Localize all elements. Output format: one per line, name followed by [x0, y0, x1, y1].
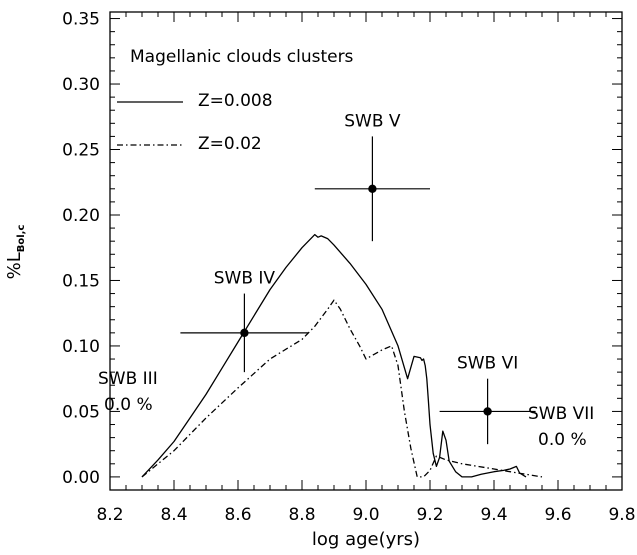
annotation-swb-vii-name: SWB VII — [528, 404, 594, 424]
series-line-z-0-008 — [141, 233, 527, 478]
y-axis-title: %LBol,c — [4, 225, 27, 280]
legend: Magellanic clouds clusters Z=0.008 Z=0.0… — [117, 47, 354, 154]
x-tick-label: 8.2 — [96, 505, 123, 525]
point-label: SWB IV — [214, 269, 276, 289]
x-axis-title: log age(yrs) — [312, 529, 420, 550]
annotation-swb-vii-value: 0.0 % — [538, 430, 587, 450]
y-axis-title-sub: Bol,c — [16, 225, 27, 253]
annotation-swb-iii-value: 0.0 % — [104, 395, 153, 415]
x-tick-label: 9.4 — [480, 505, 507, 525]
data-point — [240, 328, 249, 338]
x-tick-label: 9.6 — [544, 505, 571, 525]
legend-label-z008: Z=0.008 — [198, 91, 273, 111]
y-tick-label: 0.00 — [62, 468, 100, 488]
x-tick-label: 8.6 — [224, 505, 251, 525]
x-tick-label: 9.8 — [608, 505, 635, 525]
x-tick-label: 9.2 — [416, 505, 443, 525]
x-tick-label: 9.0 — [352, 505, 379, 525]
legend-title: Magellanic clouds clusters — [130, 47, 354, 67]
y-axis-title-main: %L — [4, 252, 25, 279]
y-tick-label: 0.15 — [62, 271, 100, 291]
series-line-z-0-02 — [141, 299, 543, 478]
y-tick-label: 0.25 — [62, 141, 100, 161]
point-label: SWB VI — [457, 354, 518, 374]
series-layer — [141, 233, 543, 478]
y-tick-label: 0.30 — [62, 75, 100, 95]
y-tick-label: 0.05 — [62, 402, 100, 422]
x-tick-label: 8.8 — [288, 505, 315, 525]
annotation-swb-iii-name: SWB III — [98, 369, 158, 389]
data-point — [483, 407, 492, 416]
points-layer: SWB IV SWB V SWB VI — [180, 111, 536, 445]
x-tick-label: 8.4 — [160, 505, 187, 525]
y-tick-label: 0.35 — [62, 10, 100, 30]
svg-text:%LBol,c: %LBol,c — [4, 225, 27, 280]
legend-label-z02: Z=0.02 — [198, 134, 262, 154]
y-tick-label: 0.20 — [62, 206, 100, 226]
data-point — [368, 184, 377, 193]
point-label: SWB V — [344, 111, 401, 131]
y-tick-label: 0.10 — [62, 337, 100, 357]
ticks-layer: 8.2 8.4 8.6 8.8 9.0 9.2 9.4 9.6 9.8 0.00 0.05 0.10 0… — [62, 10, 635, 525]
